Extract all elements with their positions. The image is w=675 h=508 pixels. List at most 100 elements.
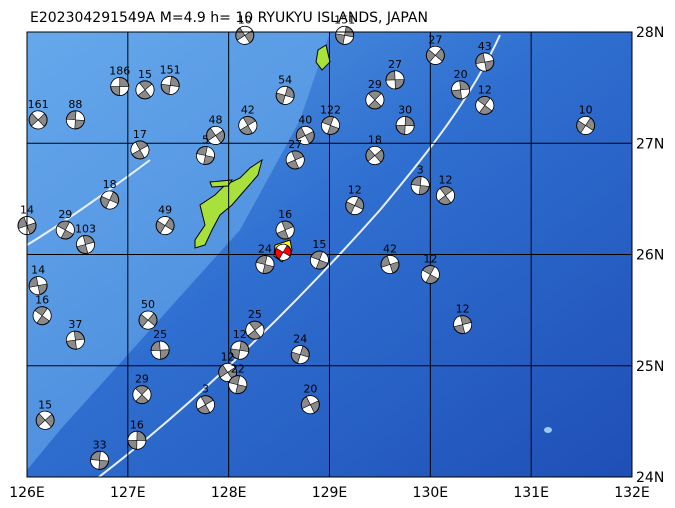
depth-label: 3	[202, 383, 209, 396]
depth-label: 18	[103, 178, 117, 191]
depth-label: 186	[109, 65, 130, 78]
beach-ball	[385, 70, 405, 90]
beach-ball	[380, 255, 400, 275]
depth-label: 10	[579, 103, 593, 116]
seamount	[544, 427, 552, 433]
beach-ball	[420, 265, 440, 285]
beach-ball	[230, 340, 250, 360]
ball-quadrant	[381, 255, 399, 274]
depth-label: 54	[278, 73, 292, 86]
beach-ball	[255, 255, 275, 275]
trench	[97, 34, 501, 477]
beach-ball	[110, 77, 130, 97]
beach-ball	[475, 52, 495, 72]
ball-quadrant	[395, 116, 415, 135]
depth-label: 12	[221, 350, 235, 363]
island	[315, 44, 331, 71]
ball-quadrant	[245, 322, 265, 338]
beach-ball	[235, 25, 255, 45]
depth-label: 12	[423, 253, 437, 266]
ball-quadrant	[230, 340, 249, 360]
beach-ball	[155, 216, 175, 236]
beach-ball	[195, 145, 215, 165]
ball-quadrant	[335, 26, 354, 45]
depth-label: 12	[438, 174, 452, 187]
island	[209, 179, 233, 188]
ball-quadrant	[275, 221, 295, 239]
lon-label: 129E	[312, 485, 348, 501]
ball-quadrant	[301, 395, 319, 414]
depth-label: 3	[417, 164, 424, 177]
beach-ball	[365, 90, 385, 110]
ball-quadrant	[160, 76, 180, 95]
ball-quadrant	[157, 216, 174, 235]
beach-ball	[28, 276, 48, 296]
beach-ball	[395, 115, 415, 135]
ball-quadrant	[291, 345, 310, 364]
lat-label: 24N	[636, 470, 664, 486]
ball-quadrant	[28, 276, 48, 295]
ball-quadrant	[18, 216, 36, 235]
mainshock-ball	[274, 243, 292, 261]
depth-label: 15	[138, 68, 152, 81]
beach-ball	[425, 45, 445, 65]
ball-quadrant	[428, 46, 443, 65]
ball-quadrant	[436, 187, 455, 204]
ball-quadrant	[140, 310, 156, 330]
depth-label: 33	[93, 438, 107, 451]
ball-quadrant	[130, 141, 150, 159]
depth-label: 49	[158, 204, 172, 217]
ball-quadrant	[453, 315, 472, 334]
depth-label: 25	[153, 328, 167, 341]
depth-label: 29	[135, 373, 149, 386]
ball-quadrant	[31, 110, 46, 130]
beach-ball	[32, 306, 52, 326]
beach-ball	[335, 25, 355, 45]
lon-label: 132E	[614, 485, 650, 501]
beach-ball	[285, 150, 305, 170]
depth-label: 27	[288, 138, 302, 151]
beach-ball	[130, 140, 150, 160]
depth-label: 50	[141, 298, 155, 311]
ball-quadrant	[475, 97, 495, 114]
ball-quadrant	[285, 151, 305, 169]
lon-label: 126E	[9, 485, 45, 501]
ball-quadrant	[66, 110, 85, 130]
beach-ball	[321, 115, 341, 135]
depth-label: 15	[312, 238, 326, 251]
beach-ball	[90, 450, 110, 470]
ball-quadrant	[321, 116, 340, 135]
ball-quadrant	[451, 80, 470, 100]
map-frame	[26, 31, 633, 478]
lon-label: 127E	[110, 485, 146, 501]
beach-ball	[300, 395, 320, 415]
beach-ball	[290, 345, 310, 365]
beach-ball	[150, 340, 170, 360]
beach-ball	[365, 145, 385, 165]
depth-label: 20	[454, 68, 468, 81]
ball-quadrant	[346, 196, 364, 215]
beach-ball	[55, 220, 75, 240]
ball-quadrant	[76, 235, 95, 254]
depth-label: 122	[320, 103, 341, 116]
trough	[27, 159, 151, 246]
depth-label: 16	[35, 294, 49, 307]
ball-quadrant	[310, 251, 329, 269]
ball-quadrant	[577, 116, 594, 135]
beach-ball	[309, 250, 329, 270]
ball-quadrant	[255, 255, 275, 274]
ball-quadrant	[385, 70, 405, 90]
beach-ball	[238, 115, 258, 135]
beach-ball	[28, 110, 48, 130]
beach-ball	[127, 430, 147, 450]
beach-ball	[435, 186, 455, 206]
ball-quadrant	[135, 82, 155, 98]
depth-label: 22	[231, 363, 245, 376]
beach-ball	[345, 196, 365, 216]
ball-quadrant	[56, 221, 75, 239]
ball-quadrant	[421, 266, 440, 283]
depth-label: 103	[75, 222, 96, 235]
beach-ball	[245, 320, 265, 340]
depth-label: 16	[278, 208, 292, 221]
depth-label: 24	[258, 243, 272, 256]
